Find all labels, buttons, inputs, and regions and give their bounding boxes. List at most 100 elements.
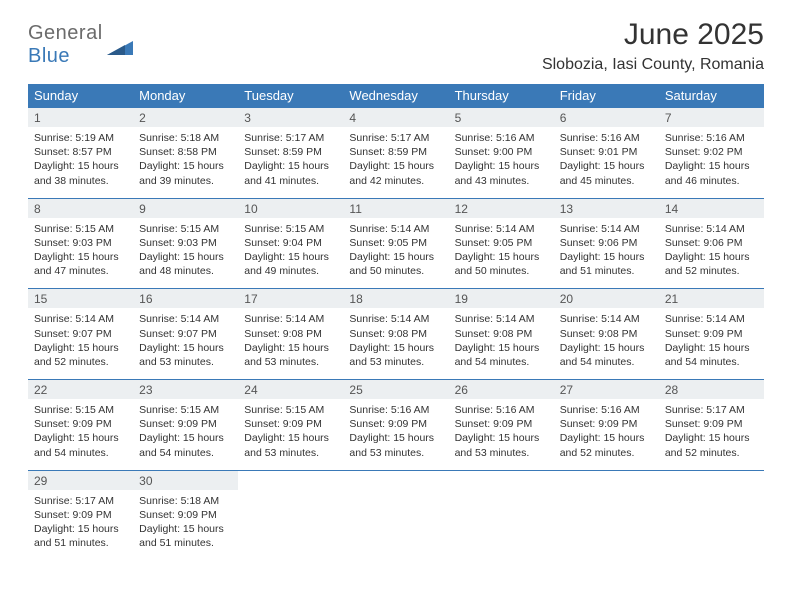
weekday-header: Thursday: [449, 84, 554, 108]
day-number: 25: [343, 380, 448, 400]
daylight-line: Daylight: 15 hours and 49 minutes.: [244, 251, 329, 277]
day-cell: Sunrise: 5:18 AM Sunset: 9:09 PM Daylight:…: [133, 490, 238, 561]
logo-triangle-icon: [107, 37, 133, 55]
daylight-line: Daylight: 15 hours and 52 minutes.: [560, 432, 645, 458]
sunset-line: Sunset: 8:58 PM: [139, 146, 217, 158]
sunset-line: Sunset: 9:03 PM: [34, 237, 112, 249]
daylight-line: Daylight: 15 hours and 51 minutes.: [139, 523, 224, 549]
day-cell: Sunrise: 5:15 AMSunset: 9:04 PMDaylight:…: [238, 218, 343, 289]
sunrise-line: Sunrise: 5:17 AM: [349, 132, 429, 144]
sunrise-line: Sunrise: 5:16 AM: [665, 132, 745, 144]
sunrise-line: Sunrise: 5:16 AM: [560, 132, 640, 144]
daylight-line: Daylight: 15 hours and 48 minutes.: [139, 251, 224, 277]
day-number: 10: [238, 198, 343, 218]
day-number: 6: [554, 108, 659, 128]
sunrise-line: Sunrise: 5:15 AM: [244, 404, 324, 416]
day-cell: Sunrise: 5:16 AMSunset: 9:02 PMDaylight:…: [659, 127, 764, 198]
day-number: 4: [343, 108, 448, 128]
day-number: 23: [133, 380, 238, 400]
day-number: 27: [554, 380, 659, 400]
day-number: [343, 470, 448, 490]
sunset-line: Sunset: 9:02 PM: [665, 146, 743, 158]
weekday-header: Tuesday: [238, 84, 343, 108]
sunset-line: Sunset: 9:08 PM: [349, 328, 427, 340]
sunset-line: Sunset: 9:09 PM: [244, 418, 322, 430]
sunrise-line: Sunrise: 5:16 AM: [455, 132, 535, 144]
sunrise-line: Sunrise: 5:14 AM: [560, 313, 640, 325]
day-cell: [449, 490, 554, 561]
day-content-row: Sunrise: 5:17 AMSunset: 9:09 PMDaylight:…: [28, 490, 764, 561]
sunset-line: Sunset: 9:09 PM: [665, 418, 743, 430]
sunrise-line: Sunrise: 5:18 AM: [139, 132, 219, 144]
day-cell: Sunrise: 5:16 AM Sunset: 9:09 PM Daylight:…: [343, 399, 448, 470]
daylight-line: Daylight: 15 hours and 54 minutes.: [560, 342, 645, 368]
sunset-line: Sunset: 9:09 PM: [349, 418, 427, 430]
day-cell: Sunrise: 5:14 AMSunset: 9:09 PMDaylight:…: [659, 308, 764, 379]
day-cell: Sunrise: 5:17 AMSunset: 9:09 PMDaylight:…: [28, 490, 133, 561]
day-number: 14: [659, 198, 764, 218]
day-cell: Sunrise: 5:15 AMSunset: 9:09 PMDaylight:…: [238, 399, 343, 470]
sunrise-line: Sunrise: 5:15 AM: [244, 223, 324, 235]
sunset-line: Sunset: 9:09 PM: [139, 509, 217, 521]
day-cell: Sunrise: 5:16 AMSunset: 9:09 PMDaylight:…: [554, 399, 659, 470]
sunset-line: Sunset: 9:07 PM: [139, 328, 217, 340]
day-number: [449, 470, 554, 490]
sunrise-line: Sunrise: 5:15 AM: [139, 404, 219, 416]
day-number: 28: [659, 380, 764, 400]
day-cell: Sunrise: 5:14 AMSunset: 9:05 PMDaylight:…: [343, 218, 448, 289]
sunset-line: Sunset: 9:09 PM: [34, 509, 112, 521]
day-cell: Sunrise: 5:14 AMSunset: 9:06 PMDaylight:…: [659, 218, 764, 289]
day-cell: Sunrise: 5:15 AMSunset: 9:03 PMDaylight:…: [28, 218, 133, 289]
daylight-line: Daylight: 15 hours and 45 minutes.: [560, 160, 645, 186]
day-number: 17: [238, 289, 343, 309]
daylight-line: Daylight: 15 hours and 53 minutes.: [455, 432, 540, 458]
day-cell: Sunrise: 5:14 AMSunset: 9:08 PMDaylight:…: [449, 308, 554, 379]
day-cell: [343, 490, 448, 561]
sunset-line: Sunset: 9:09 PM: [665, 328, 743, 340]
daylight-line: Daylight: 15 hours and 54 minutes.: [455, 342, 540, 368]
sunset-line: Sunset: 9:05 PM: [349, 237, 427, 249]
day-number: [238, 470, 343, 490]
daylight-line: Daylight: 15 hours and 51 minutes.: [34, 523, 119, 549]
day-number: 21: [659, 289, 764, 309]
daylight-line: Daylight: 15 hours and 54 minutes.: [34, 432, 119, 458]
day-number: 18: [343, 289, 448, 309]
header: General Blue June 2025 Slobozia, Iasi Co…: [28, 18, 764, 74]
logo-text: General Blue: [28, 22, 103, 68]
day-number-row: 891011121314: [28, 198, 764, 218]
day-number: 3: [238, 108, 343, 128]
day-number: 5: [449, 108, 554, 128]
day-cell: Sunrise: 5:16 AMSunset: 9:09 PMDaylight:…: [449, 399, 554, 470]
day-number-row: 2930: [28, 470, 764, 490]
daylight-line: Daylight: 15 hours and 53 minutes.: [349, 432, 434, 458]
daylight-line: Daylight: 15 hours and 41 minutes.: [244, 160, 329, 186]
day-number: 24: [238, 380, 343, 400]
day-number: 9: [133, 198, 238, 218]
weekday-header: Monday: [133, 84, 238, 108]
day-cell: Sunrise: 5:15 AMSunset: 9:03 PMDaylight:…: [133, 218, 238, 289]
sunrise-line: Sunrise: 5:14 AM: [665, 223, 745, 235]
title-block: June 2025 Slobozia, Iasi County, Romania: [542, 18, 764, 74]
weekday-header: Friday: [554, 84, 659, 108]
day-cell: Sunrise: 5:17 AMSunset: 9:09 PMDaylight:…: [659, 399, 764, 470]
sunset-line: Sunset: 9:09 PM: [560, 418, 638, 430]
day-number: 13: [554, 198, 659, 218]
sunrise-line: Sunrise: 5:14 AM: [665, 313, 745, 325]
day-number: 11: [343, 198, 448, 218]
sunset-line: Sunset: 9:07 PM: [34, 328, 112, 340]
sunrise-line: Sunrise: 5:18 AM: [139, 495, 219, 507]
day-number: 22: [28, 380, 133, 400]
weekday-header: Wednesday: [343, 84, 448, 108]
sunrise-line: Sunrise: 5:16 AM: [349, 404, 429, 416]
day-cell: Sunrise: 5:14 AMSunset: 9:05 PMDaylight:…: [449, 218, 554, 289]
sunrise-line: Sunrise: 5:15 AM: [34, 404, 114, 416]
day-number: 19: [449, 289, 554, 309]
day-content-row: Sunrise: 5:14 AM Sunset: 9:07 PM Daylight:…: [28, 308, 764, 379]
daylight-line: Daylight: 15 hours and 53 minutes.: [139, 342, 224, 368]
location: Slobozia, Iasi County, Romania: [542, 56, 764, 74]
sunset-line: Sunset: 9:06 PM: [560, 237, 638, 249]
day-cell: [659, 490, 764, 561]
daylight-line: Daylight: 15 hours and 39 minutes.: [139, 160, 224, 186]
day-cell: [554, 490, 659, 561]
logo-line2: Blue: [28, 45, 70, 67]
